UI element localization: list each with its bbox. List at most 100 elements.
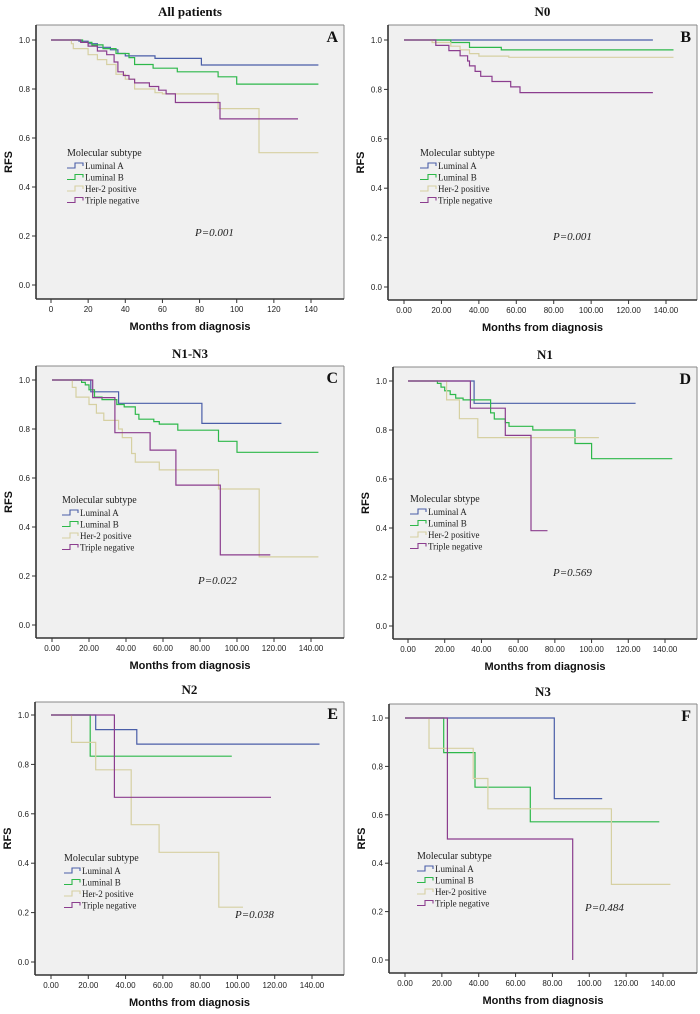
panel-title: N1 <box>537 347 553 362</box>
x-tick-label: 60.00 <box>153 644 174 653</box>
y-axis-label: RFS <box>3 491 15 513</box>
y-tick-label: 0.0 <box>376 622 388 631</box>
series-line-triple-negative <box>408 380 548 532</box>
x-tick-label: 120.00 <box>614 979 639 988</box>
x-tick-label: 0.00 <box>44 644 60 653</box>
x-tick-label: 140.00 <box>654 306 679 315</box>
y-tick-label: 1.0 <box>18 711 30 720</box>
legend-item-label: Luminal B <box>438 173 477 183</box>
legend-swatch <box>410 519 427 527</box>
x-axis-label: Months from diagnosis <box>130 321 251 333</box>
x-tick-label: 60.00 <box>506 306 527 315</box>
series-line-her-2-positive <box>408 380 599 439</box>
x-tick-label: 80.00 <box>190 981 211 990</box>
x-axis-label: Months from diagnosis <box>129 997 250 1009</box>
x-tick-label: 120 <box>267 305 281 314</box>
series-line-luminal-a <box>51 39 319 66</box>
y-tick-label: 0.6 <box>19 474 31 483</box>
series-line-triple-negative <box>51 714 271 798</box>
plot-area <box>388 25 697 300</box>
x-tick-label: 120.00 <box>616 306 641 315</box>
series-line-her-2-positive <box>405 717 671 885</box>
x-tick-label: 20.00 <box>79 644 100 653</box>
y-tick-label: 0.6 <box>372 811 384 820</box>
x-tick-label: 0.00 <box>397 979 413 988</box>
x-tick-label: 60.00 <box>506 979 527 988</box>
legend-item-label: Luminal B <box>435 876 474 886</box>
legend-swatch <box>62 509 79 516</box>
legend-item-label: Triple negative <box>80 543 134 553</box>
y-tick-label: 0.2 <box>19 572 31 581</box>
x-tick-label: 0.00 <box>400 645 416 654</box>
y-tick-label: 1.0 <box>19 376 31 385</box>
legend-item-label: Luminal B <box>428 519 467 529</box>
x-tick-label: 140.00 <box>653 645 678 654</box>
panel-letter: B <box>680 29 691 46</box>
legend-title: Molecular subtype <box>420 148 495 159</box>
x-tick-label: 120.00 <box>616 645 641 654</box>
legend-swatch <box>410 542 427 550</box>
series-line-her-2-positive <box>51 39 319 154</box>
series-line-luminal-a <box>405 717 603 800</box>
legend-swatch <box>62 520 79 528</box>
legend-item-label: Luminal A <box>428 507 467 517</box>
y-tick-label: 0.8 <box>19 85 31 94</box>
x-tick-label: 100.00 <box>577 979 602 988</box>
panel-b: N0 B 0.0 0.2 0.4 0.6 0.8 1.0 0.00 20.00 40.00 60.00… <box>355 4 698 334</box>
y-axis-label: RFS <box>356 828 368 850</box>
x-tick-label: 40.00 <box>469 306 490 315</box>
series-line-triple-negative <box>52 379 271 556</box>
legend-item-label: Triple negative <box>82 901 136 911</box>
panel-letter: D <box>679 371 691 388</box>
panel-letter: F <box>681 708 691 725</box>
legend-swatch <box>62 532 79 539</box>
x-tick-label: 80.00 <box>190 644 211 653</box>
y-tick-label: 0.8 <box>371 85 383 94</box>
x-tick-label: 80.00 <box>544 306 565 315</box>
panel-letter: E <box>327 706 338 723</box>
legend-item-label: Her-2 positive <box>428 530 480 540</box>
legend-title: Molecular sbtype <box>410 494 480 505</box>
panel-c: N1-N3 C 0.0 0.2 0.4 0.6 0.8 1.0 0.00 20.00 40.00 60… <box>3 346 345 672</box>
x-tick-label: 0.00 <box>43 981 59 990</box>
y-tick-label: 0.4 <box>18 859 30 868</box>
x-tick-label: 40.00 <box>469 979 490 988</box>
x-tick-label: 20 <box>84 305 93 314</box>
y-axis-label: RFS <box>355 152 367 174</box>
x-axis-label: Months from diagnosis <box>130 660 251 672</box>
legend-swatch <box>64 867 81 874</box>
legend-title: Molecular subtype <box>417 851 492 862</box>
x-tick-label: 100.00 <box>225 644 250 653</box>
x-axis-label: Months from diagnosis <box>485 661 606 673</box>
p-value-annotation: P=0.001 <box>552 231 592 243</box>
y-tick-label: 0.2 <box>376 573 388 582</box>
p-value-annotation: P=0.038 <box>234 909 274 921</box>
series-line-luminal-a <box>52 379 282 424</box>
x-tick-label: 100.00 <box>225 981 250 990</box>
x-axis-label: Months from diagnosis <box>483 995 604 1007</box>
y-axis-label: RFS <box>3 151 15 173</box>
p-value-annotation: P=0.001 <box>194 227 234 239</box>
legend-item-label: Luminal B <box>85 173 124 183</box>
panel-title: N3 <box>535 684 551 699</box>
x-tick-label: 120.00 <box>262 981 287 990</box>
p-value-annotation: P=0.484 <box>584 902 624 914</box>
panel-letter: A <box>326 29 338 46</box>
series-line-triple-negative <box>405 717 574 960</box>
legend-item-label: Luminal A <box>435 864 474 874</box>
series-line-luminal-b <box>404 39 674 51</box>
x-tick-label: 40.00 <box>471 645 492 654</box>
x-tick-label: 80.00 <box>545 645 566 654</box>
y-tick-label: 0.2 <box>372 908 384 917</box>
legend-item-label: Her-2 positive <box>435 887 487 897</box>
legend-item-label: Triple negative <box>85 196 139 206</box>
series-line-luminal-b <box>52 379 319 453</box>
y-tick-label: 0.0 <box>18 958 30 967</box>
x-tick-label: 40.00 <box>116 644 137 653</box>
legend-item-label: Luminal A <box>438 161 477 171</box>
x-tick-label: 100 <box>230 305 244 314</box>
y-tick-label: 1.0 <box>376 377 388 386</box>
legend-swatch <box>410 508 427 515</box>
legend-swatch <box>417 865 434 872</box>
y-tick-label: 0.8 <box>372 762 384 771</box>
